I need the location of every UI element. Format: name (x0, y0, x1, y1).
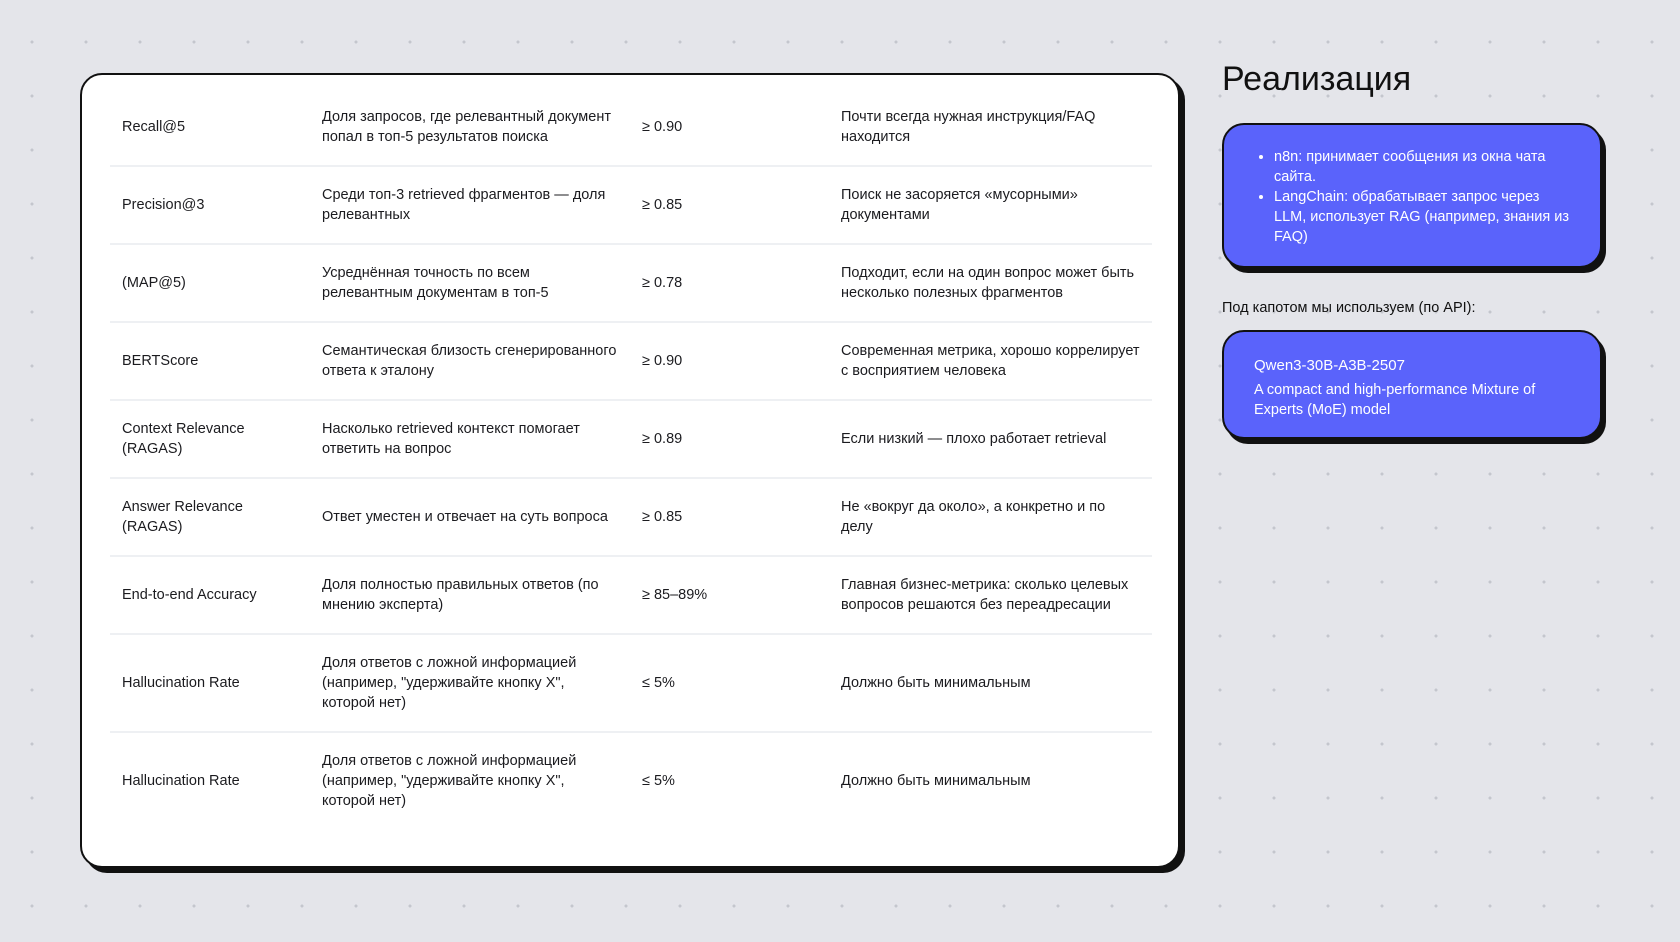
comment-cell: Почти всегда нужная инструкция/FAQ наход… (841, 109, 1096, 145)
target-cell: ≥ 85–89% (630, 555, 829, 634)
model-name: Qwen3-30B-A3B-2507 (1254, 357, 1405, 374)
target-cell: ≥ 0.89 (630, 399, 829, 478)
comment-cell: Поиск не засоряется «мусорными» документ… (829, 165, 1152, 244)
metric-cell: Precision@3 (110, 165, 310, 244)
comment-cell: Подходит, если на один вопрос может быть… (829, 243, 1152, 322)
target-cell: ≤ 5% (630, 731, 829, 829)
table-row: Recall@5 Доля запросов, где релевантный д… (110, 89, 1152, 166)
metrics-card: Recall@5 Доля запросов, где релевантный д… (80, 73, 1180, 868)
metric-cell: Hallucination Rate (110, 731, 310, 829)
comment-cell: Главная бизнес-метрика: сколько целевых … (829, 555, 1152, 634)
target-cell: ≥ 0.78 (630, 243, 829, 322)
metrics-table: Recall@5 Доля запросов, где релевантный д… (110, 89, 1152, 829)
table-row: Context Relevance (RAGAS) Насколько retri… (110, 399, 1152, 478)
table-row: Precision@3 Среди топ-3 retrieved фрагмен… (110, 165, 1152, 244)
description-cell: Доля полностью правильных ответов (по мн… (310, 555, 630, 634)
table-row: (MAP@5) Усреднённая точность по всем реле… (110, 243, 1152, 322)
section-title: Реализация (1222, 60, 1412, 98)
table-row: Answer Relevance (RAGAS) Ответ уместен и … (110, 477, 1152, 556)
metric-cell: Recall@5 (122, 119, 186, 135)
metric-cell: Answer Relevance (RAGAS) (110, 477, 310, 556)
description-cell: Насколько retrieved контекст помогает от… (310, 399, 630, 478)
model-box: Qwen3-30B-A3B-2507 A compact and high-pe… (1222, 330, 1602, 439)
table-row: Hallucination Rate Доля ответов с ложной … (110, 731, 1152, 829)
target-cell: ≤ 5% (630, 633, 829, 732)
target-cell: ≥ 0.90 (642, 119, 683, 135)
target-cell: ≥ 0.85 (630, 165, 829, 244)
comment-cell: Должно быть минимальным (829, 633, 1152, 732)
implementation-box: n8n: принимает сообщения из окна чата са… (1222, 123, 1602, 268)
target-cell: ≥ 0.85 (630, 477, 829, 556)
description-cell: Усреднённая точность по всем релевантным… (310, 243, 630, 322)
comment-cell: Если низкий — плохо работает retrieval (829, 399, 1152, 478)
comment-cell: Должно быть минимальным (829, 731, 1152, 829)
table-row: BERTScore Семантическая близость сгенерир… (110, 321, 1152, 400)
table-row: End-to-end Accuracy Доля полностью правил… (110, 555, 1152, 634)
description-cell: Семантическая близость сгенерированного … (310, 321, 630, 400)
metric-cell: BERTScore (110, 321, 310, 400)
list-item: n8n: принимает сообщения из окна чата са… (1274, 147, 1570, 187)
table-row: Hallucination Rate Доля ответов с ложной … (110, 633, 1152, 732)
api-label: Под капотом мы используем (по API): (1222, 300, 1476, 316)
list-item: LangChain: обрабатывает запрос через LLM… (1274, 187, 1570, 247)
metric-cell: (MAP@5) (110, 243, 310, 322)
description-cell: Доля запросов, где релевантный документ … (322, 109, 611, 145)
comment-cell: Не «вокруг да около», а конкретно и по д… (829, 477, 1152, 556)
metric-cell: Context Relevance (RAGAS) (110, 399, 310, 478)
description-cell: Среди топ-3 retrieved фрагментов — доля … (310, 165, 630, 244)
description-cell: Доля ответов с ложной информацией (напри… (310, 633, 630, 732)
metric-cell: Hallucination Rate (110, 633, 310, 732)
comment-cell: Современная метрика, хорошо коррелирует … (829, 321, 1152, 400)
model-description: A compact and high-performance Mixture o… (1254, 382, 1536, 418)
description-cell: Доля ответов с ложной информацией (напри… (310, 731, 630, 829)
implementation-list: n8n: принимает сообщения из окна чата са… (1252, 147, 1570, 247)
metric-cell: End-to-end Accuracy (110, 555, 310, 634)
target-cell: ≥ 0.90 (630, 321, 829, 400)
description-cell: Ответ уместен и отвечает на суть вопроса (310, 477, 630, 556)
